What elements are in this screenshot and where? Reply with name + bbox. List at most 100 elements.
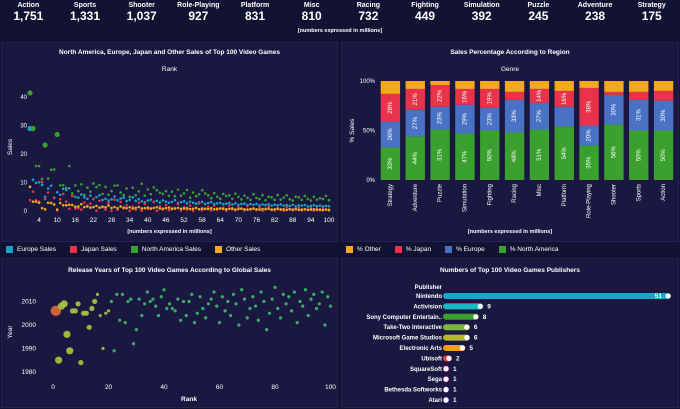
bars-ylabel: % Sales xyxy=(349,118,356,143)
bar-category-label: Action xyxy=(661,184,667,201)
year-point xyxy=(256,318,260,322)
kpi-value: 245 xyxy=(528,9,549,23)
publisher-value: 6 xyxy=(474,324,478,331)
sales-point xyxy=(191,201,195,205)
sales-point xyxy=(264,198,267,202)
publishers-panel: Numbers of Top 100 Video Games Publisher… xyxy=(341,258,679,408)
sales-point xyxy=(255,202,258,206)
year-point xyxy=(187,299,191,304)
sales-point xyxy=(158,191,162,195)
year-point xyxy=(137,297,141,301)
year-point xyxy=(273,285,277,289)
sales-point xyxy=(80,208,83,211)
bar-segment xyxy=(455,81,475,89)
publisher-bar xyxy=(443,324,470,331)
sales-point xyxy=(206,194,210,197)
sales-point xyxy=(140,200,144,203)
sales-point xyxy=(64,204,68,207)
sales-point xyxy=(167,208,171,212)
sales-point xyxy=(161,207,165,211)
sales-point xyxy=(89,206,92,209)
year-point xyxy=(245,316,249,320)
sales-point xyxy=(258,197,261,201)
sales-point xyxy=(89,194,92,197)
sales-point xyxy=(225,202,228,205)
sales-point xyxy=(197,202,201,205)
sales-point xyxy=(191,191,195,194)
sales-point xyxy=(294,204,298,208)
sales-point xyxy=(246,196,249,200)
year-point xyxy=(92,298,98,305)
sales-point xyxy=(285,205,289,209)
sales-point xyxy=(234,202,237,205)
sales-point xyxy=(155,199,159,203)
sales-point xyxy=(185,202,189,205)
sales-point xyxy=(146,206,150,209)
sales-point xyxy=(188,207,192,211)
sales-point xyxy=(149,198,153,201)
sales-point xyxy=(218,207,222,210)
sales-point xyxy=(206,201,210,205)
sales-point xyxy=(264,203,267,207)
bar-segment xyxy=(480,107,500,131)
sales-point xyxy=(104,208,107,211)
publisher-value: 51 xyxy=(655,293,663,300)
bar-category-label: Strategy xyxy=(388,184,394,206)
year-point xyxy=(212,290,216,294)
bar-category-label: Misc xyxy=(537,184,543,196)
bar-label: 27% xyxy=(537,109,543,122)
sales-point xyxy=(77,189,80,193)
bar-segment xyxy=(629,91,649,100)
year-point xyxy=(95,292,100,296)
bar-segment xyxy=(480,88,500,108)
year-point xyxy=(276,306,280,311)
sales-point xyxy=(182,207,186,210)
year-point xyxy=(78,359,84,366)
sales-point xyxy=(152,186,156,189)
sales-point xyxy=(98,194,101,197)
sales-point xyxy=(209,209,213,212)
sales-point xyxy=(191,209,195,213)
year-point xyxy=(298,299,302,304)
bar-category-label: Adventure xyxy=(413,183,419,211)
year-point xyxy=(115,292,119,296)
sales-point xyxy=(212,207,216,211)
bar-segment xyxy=(430,106,450,130)
sales-point xyxy=(309,199,313,202)
year-point xyxy=(50,305,62,317)
bar-segment xyxy=(504,81,525,92)
sales-point xyxy=(312,207,316,211)
sales-point xyxy=(134,194,137,197)
sales-point xyxy=(273,207,276,211)
sales-point xyxy=(215,202,219,205)
sales-point xyxy=(249,198,252,202)
publisher-bar-end xyxy=(477,303,483,309)
years-ytick: 1990 xyxy=(22,345,37,352)
kpi-label: Simulation xyxy=(463,2,500,9)
sales-point xyxy=(113,195,116,198)
kpi-misc: Misc 810 xyxy=(283,0,340,26)
legend-item: % North America xyxy=(498,246,558,253)
sales-point xyxy=(37,180,41,184)
sales-point xyxy=(261,207,264,211)
bar-segment xyxy=(554,90,574,107)
bar-label: 50% xyxy=(661,149,667,162)
kpi-adventure: Adventure 238 xyxy=(567,0,624,26)
sales-point xyxy=(92,197,95,201)
year-point xyxy=(328,304,333,308)
year-point xyxy=(134,328,138,332)
sales-point xyxy=(267,205,270,208)
year-point xyxy=(179,318,183,322)
legend-label: Japan Sales xyxy=(81,246,117,254)
sales-xtick: 34 xyxy=(126,217,134,224)
sales-point xyxy=(149,207,153,211)
bar-label: 47% xyxy=(462,150,468,163)
sales-point xyxy=(131,196,134,199)
bar-segment xyxy=(604,91,624,95)
years-ytick: 1980 xyxy=(22,369,37,376)
sales-point xyxy=(285,194,289,197)
sales-point xyxy=(294,207,298,211)
sales-scatter-subtitle: Rank xyxy=(161,66,178,73)
sales-point xyxy=(321,197,325,201)
sales-point xyxy=(104,185,107,189)
